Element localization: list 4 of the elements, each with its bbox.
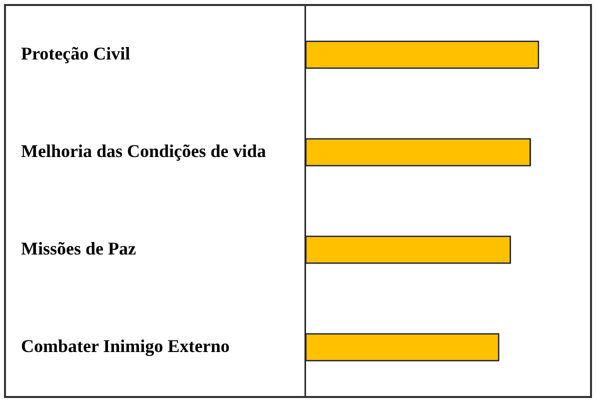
y-tick-label: Melhoria das Condições de vida <box>21 140 266 161</box>
y-tick-label: Missões de Paz <box>21 238 136 258</box>
y-tick-label: Proteção Civil <box>21 43 130 64</box>
y-tick-label: Combater Inimigo Externo <box>21 336 230 356</box>
